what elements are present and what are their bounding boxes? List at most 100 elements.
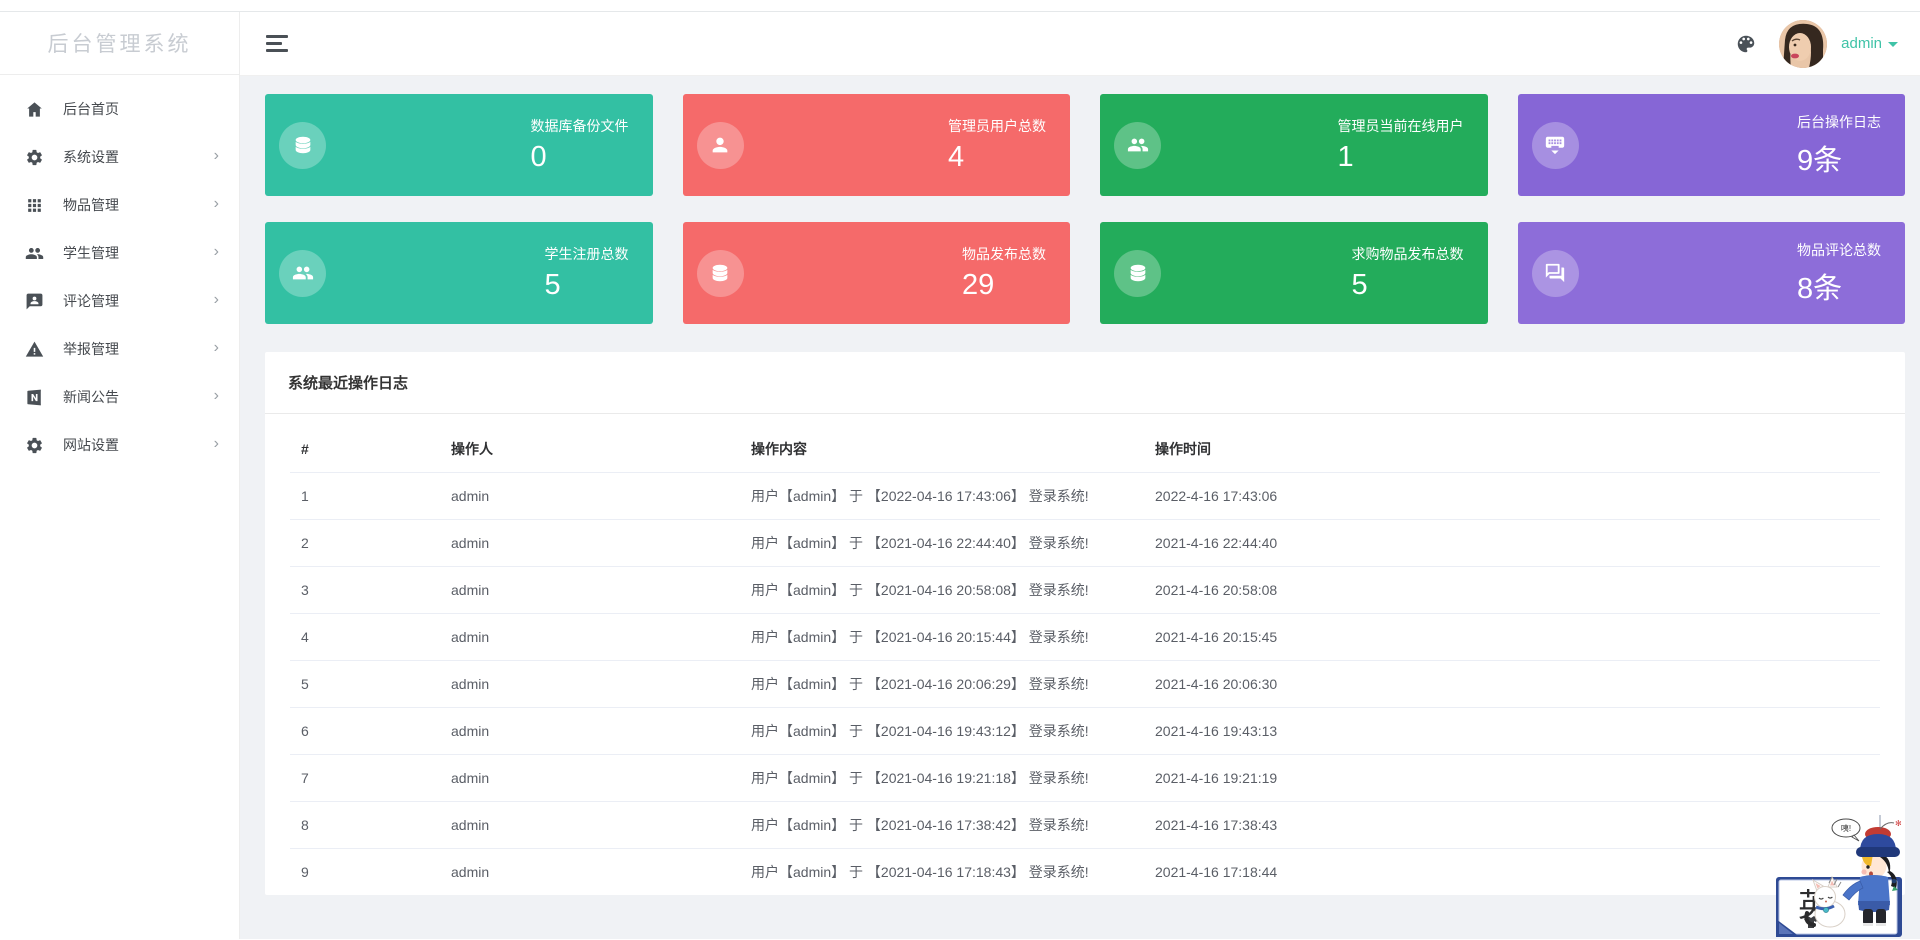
sidebar-item-label: 后台首页 (63, 101, 119, 117)
cell-time: 2022-4-16 17:43:06 (1144, 472, 1880, 520)
main-area: admin 数据库备份文件 0 管理员用户总数 4 管理员当前在线用户 1 (240, 12, 1920, 939)
cell-user: admin (440, 754, 740, 802)
cell-time: 2021-4-16 20:15:45 (1144, 613, 1880, 661)
caret-down-icon (1888, 42, 1898, 47)
stat-label: 管理员用户总数 (948, 118, 1046, 134)
logs-table: # 操作人 操作内容 操作时间 1 admin 用户【admin】 于 【2022-… (290, 426, 1880, 895)
avatar-image (1779, 19, 1828, 68)
cell-user: admin (440, 472, 740, 520)
cell-action: 用户【admin】 于 【2021-04-16 20:58:08】 登录系统! (740, 566, 1144, 614)
stat-value: 1 (1337, 141, 1354, 173)
warning-icon (25, 340, 44, 359)
svg-text:✻: ✻ (1895, 819, 1902, 828)
cell-time: 2021-4-16 22:44:40 (1144, 519, 1880, 567)
sidebar-item-reports[interactable]: 举报管理 › (0, 325, 239, 373)
cell-index: 9 (290, 848, 440, 895)
sidebar-toggle-icon[interactable] (266, 31, 290, 56)
sidebar-item-label: 网站设置 (63, 437, 119, 453)
sidebar-item-label: 举报管理 (63, 341, 119, 357)
stat-card-online-users[interactable]: 管理员当前在线用户 1 (1100, 94, 1488, 196)
mascot-pet: 英 咦! ✻ (1768, 815, 1910, 939)
stat-card-item-comments[interactable]: 物品评论总数 8条 (1517, 222, 1905, 324)
stat-value: 4 (948, 141, 965, 173)
panel-title: 系统最近操作日志 (265, 352, 1905, 414)
group-icon (1127, 134, 1149, 156)
cell-time: 2021-4-16 17:18:44 (1144, 848, 1880, 895)
stat-value: 0 (530, 141, 547, 173)
stat-card-db-backups[interactable]: 数据库备份文件 0 (265, 94, 653, 196)
col-header-user: 操作人 (451, 441, 493, 457)
sidebar-item-system-settings[interactable]: 系统设置 › (0, 133, 239, 181)
stat-cards-grid: 数据库备份文件 0 管理员用户总数 4 管理员当前在线用户 1 后台操作日志 9条 学生… (265, 94, 1905, 324)
stat-card-items[interactable]: 物品发布总数 29 (682, 222, 1070, 324)
icon-bubble (696, 121, 744, 169)
table-row: 6 admin 用户【admin】 于 【2021-04-16 19:43:12】 … (290, 707, 1880, 755)
window-top-strip (0, 0, 1920, 12)
stat-card-admin-users[interactable]: 管理员用户总数 4 (682, 94, 1070, 196)
table-row: 3 admin 用户【admin】 于 【2021-04-16 20:58:08】 … (290, 566, 1880, 614)
table-header-row: # 操作人 操作内容 操作时间 (290, 426, 1880, 473)
sidebar-item-label: 物品管理 (63, 197, 119, 213)
cell-index: 4 (290, 613, 440, 661)
cell-index: 6 (290, 707, 440, 755)
sidebar-item-students[interactable]: 学生管理 › (0, 229, 239, 277)
person-icon (709, 134, 731, 156)
stat-label: 管理员当前在线用户 (1337, 118, 1464, 134)
username: admin (1841, 35, 1882, 52)
cell-action: 用户【admin】 于 【2021-04-16 17:18:43】 登录系统! (740, 848, 1144, 895)
cell-time: 2021-4-16 19:43:13 (1144, 707, 1880, 755)
cell-action: 用户【admin】 于 【2021-04-16 19:43:12】 登录系统! (740, 707, 1144, 755)
cell-action: 用户【admin】 于 【2021-04-16 20:15:44】 登录系统! (740, 613, 1144, 661)
database-icon (1127, 262, 1149, 284)
group-icon (25, 244, 44, 263)
cell-time: 2021-4-16 19:21:19 (1144, 754, 1880, 802)
icon-bubble (696, 249, 744, 297)
gear-icon (25, 436, 44, 455)
table-row: 7 admin 用户【admin】 于 【2021-04-16 19:21:18】 … (290, 754, 1880, 802)
cell-index: 3 (290, 566, 440, 614)
stat-card-op-logs[interactable]: 后台操作日志 9条 (1517, 94, 1905, 196)
cell-user: admin (440, 566, 740, 614)
sidebar-item-items[interactable]: 物品管理 › (0, 181, 239, 229)
home-icon (25, 100, 44, 119)
stat-card-wanted-items[interactable]: 求购物品发布总数 5 (1100, 222, 1488, 324)
chevron-right-icon: › (213, 291, 219, 308)
sidebar-item-comments[interactable]: 评论管理 › (0, 277, 239, 325)
mascot-speech-text: 咦! (1841, 823, 1851, 833)
stat-value: 5 (1351, 269, 1368, 301)
sidebar-item-label: 系统设置 (63, 149, 119, 165)
app-logo: 后台管理系统 (0, 12, 239, 75)
stat-label: 后台操作日志 (1797, 113, 1881, 130)
chevron-right-icon: › (213, 195, 219, 212)
icon-bubble (1531, 249, 1579, 297)
sidebar-item-label: 新闻公告 (63, 389, 119, 405)
sidebar-item-home[interactable]: 后台首页 (0, 85, 239, 133)
stat-label: 学生注册总数 (544, 246, 629, 262)
stat-value: 5 (544, 269, 561, 301)
table-row: 8 admin 用户【admin】 于 【2021-04-16 17:38:42】 … (290, 801, 1880, 849)
stat-value: 9条 (1797, 144, 1843, 177)
group-icon (292, 262, 314, 284)
sidebar-item-label: 学生管理 (63, 245, 119, 261)
user-menu[interactable]: admin (1841, 35, 1898, 52)
dashboard-content: 数据库备份文件 0 管理员用户总数 4 管理员当前在线用户 1 后台操作日志 9条 学生… (240, 76, 1920, 939)
recent-logs-panel: 系统最近操作日志 # 操作人 操作内容 操作时间 1 admin 用户【admin】… (265, 352, 1905, 895)
cell-user: admin (440, 707, 740, 755)
chevron-right-icon: › (213, 147, 219, 164)
icon-bubble (1531, 121, 1579, 169)
stat-card-students[interactable]: 学生注册总数 5 (265, 222, 653, 324)
col-header-time: 操作时间 (1155, 441, 1211, 457)
stat-value: 8条 (1797, 272, 1843, 305)
topbar: admin (240, 12, 1920, 76)
theme-palette-icon[interactable] (1735, 33, 1757, 55)
cell-user: admin (440, 519, 740, 567)
cell-index: 2 (290, 519, 440, 567)
sidebar-item-site-settings[interactable]: 网站设置 › (0, 421, 239, 469)
sidebar-item-news[interactable]: 新闻公告 › (0, 373, 239, 421)
database-icon (709, 262, 731, 284)
chevron-right-icon: › (213, 339, 219, 356)
chevron-right-icon: › (213, 435, 219, 452)
avatar[interactable] (1779, 19, 1828, 68)
table-row: 4 admin 用户【admin】 于 【2021-04-16 20:15:44】 … (290, 613, 1880, 661)
cell-user: admin (440, 660, 740, 708)
